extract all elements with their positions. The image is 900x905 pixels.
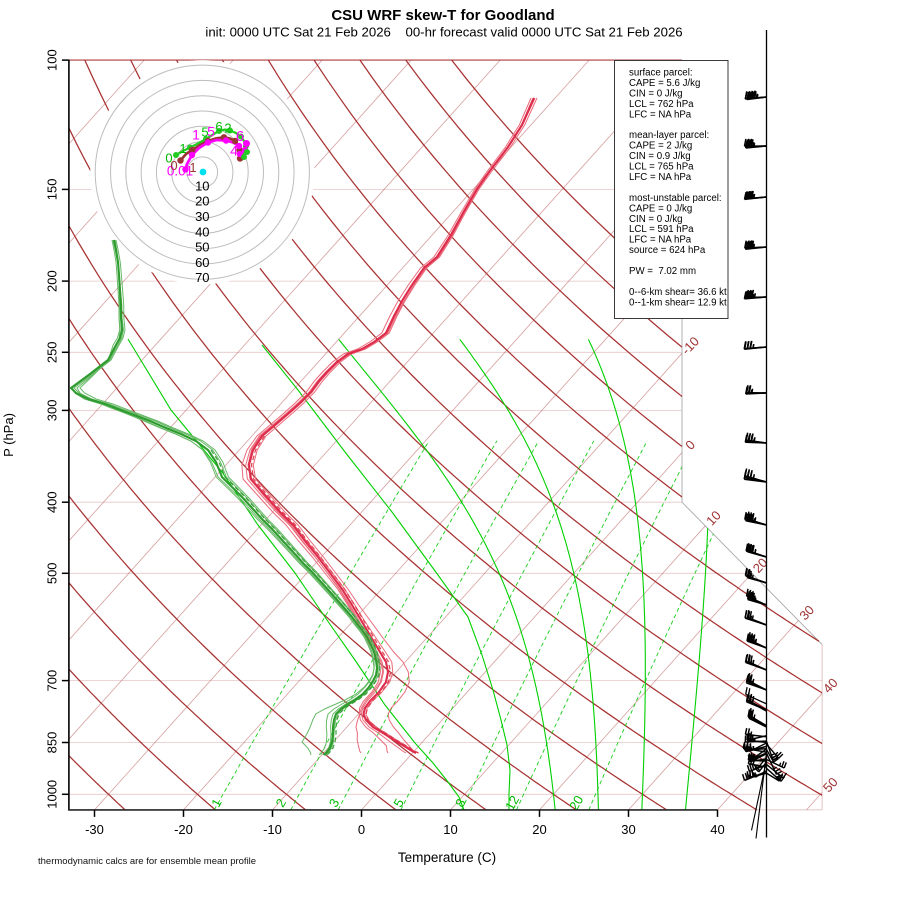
svg-text:surface parcel:: surface parcel: — [629, 68, 693, 79]
svg-text:init: 0000 UTC Sat 21 Feb 2026: init: 0000 UTC Sat 21 Feb 2026 00-hr for… — [205, 25, 682, 40]
svg-text:40: 40 — [195, 224, 209, 239]
svg-text:100: 100 — [44, 49, 59, 71]
svg-text:300: 300 — [44, 400, 59, 422]
svg-text:12: 12 — [502, 793, 522, 813]
svg-text:400: 400 — [44, 491, 59, 513]
svg-text:20: 20 — [566, 793, 586, 813]
svg-text:10: 10 — [195, 178, 209, 193]
svg-text:-10: -10 — [263, 822, 282, 837]
svg-text:0: 0 — [165, 150, 172, 165]
svg-text:5: 5 — [201, 124, 208, 139]
svg-text:500: 500 — [44, 562, 59, 584]
svg-text:20: 20 — [195, 194, 209, 209]
svg-text:-30: -30 — [85, 822, 104, 837]
svg-text:CIN = 0.9 J/kg: CIN = 0.9 J/kg — [629, 151, 691, 162]
svg-text:30: 30 — [195, 209, 209, 224]
svg-text:1000: 1000 — [44, 780, 59, 809]
svg-text:P (hPa): P (hPa) — [1, 413, 16, 457]
svg-text:20: 20 — [532, 822, 546, 837]
svg-text:PW = 7.02 mm: PW = 7.02 mm — [629, 266, 696, 277]
svg-text:850: 850 — [44, 732, 59, 754]
svg-text:-20: -20 — [174, 822, 193, 837]
svg-text:60: 60 — [195, 255, 209, 270]
svg-text:30: 30 — [621, 822, 635, 837]
svg-text:CIN = 0 J/kg: CIN = 0 J/kg — [629, 88, 683, 99]
svg-text:LFC = NA hPa: LFC = NA hPa — [629, 172, 692, 183]
svg-text:LCL = 765 hPa: LCL = 765 hPa — [629, 162, 694, 173]
svg-text:1: 1 — [192, 127, 200, 143]
svg-text:CIN = 0 J/kg: CIN = 0 J/kg — [629, 214, 683, 225]
svg-text:6: 6 — [215, 119, 222, 134]
svg-text:0: 0 — [358, 822, 365, 837]
svg-text:mean-layer parcel:: mean-layer parcel: — [629, 130, 709, 141]
svg-text:2: 2 — [224, 120, 231, 135]
svg-text:5: 5 — [207, 124, 215, 140]
svg-text:0.01: 0.01 — [167, 164, 193, 179]
svg-text:1: 1 — [189, 160, 196, 175]
svg-text:70: 70 — [195, 270, 209, 285]
svg-text:CSU WRF skew-T for Goodland: CSU WRF skew-T for Goodland — [331, 7, 554, 24]
svg-text:1: 1 — [179, 141, 186, 156]
svg-text:CAPE = 2 J/kg: CAPE = 2 J/kg — [629, 141, 692, 152]
svg-text:CAPE = 5.6 J/kg: CAPE = 5.6 J/kg — [629, 78, 700, 89]
svg-text:Temperature (C): Temperature (C) — [398, 850, 496, 865]
svg-text:6: 6 — [236, 128, 244, 145]
svg-text:0--6-km shear= 36.6 kt: 0--6-km shear= 36.6 kt — [629, 287, 727, 298]
svg-text:LFC = NA hPa: LFC = NA hPa — [629, 235, 692, 246]
svg-text:700: 700 — [44, 670, 59, 692]
svg-text:thermodynamic calcs are for en: thermodynamic calcs are for ensemble mea… — [38, 856, 256, 867]
svg-text:0--1-km shear= 12.9 kt: 0--1-km shear= 12.9 kt — [629, 297, 727, 308]
svg-text:LFC = NA hPa: LFC = NA hPa — [629, 109, 692, 120]
svg-text:250: 250 — [44, 341, 59, 363]
svg-text:CAPE = 0 J/kg: CAPE = 0 J/kg — [629, 203, 692, 214]
svg-text:most-unstable parcel:: most-unstable parcel: — [629, 193, 722, 204]
svg-text:source = 624 hPa: source = 624 hPa — [629, 245, 706, 256]
svg-text:40: 40 — [710, 822, 724, 837]
svg-text:50: 50 — [195, 240, 209, 255]
svg-text:10: 10 — [443, 822, 457, 837]
svg-text:200: 200 — [44, 270, 59, 292]
svg-text:0: 0 — [170, 158, 177, 173]
svg-text:4: 4 — [230, 143, 238, 159]
svg-text:LCL = 762 hPa: LCL = 762 hPa — [629, 99, 694, 110]
svg-text:LCL = 591 hPa: LCL = 591 hPa — [629, 224, 694, 235]
svg-text:150: 150 — [44, 179, 59, 201]
